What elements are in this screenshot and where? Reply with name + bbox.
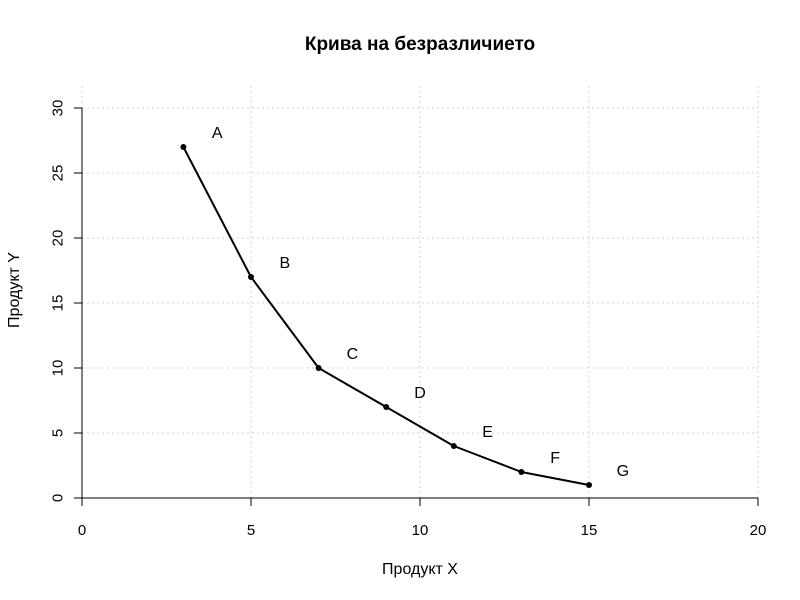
data-point-e	[450, 443, 457, 449]
y-tick-label: 15	[50, 295, 67, 312]
data-point-d	[383, 404, 390, 410]
y-tick-label: 10	[50, 360, 67, 377]
y-tick-label: 5	[50, 429, 67, 437]
x-tick-label: 10	[412, 522, 429, 539]
x-tick-label: 0	[78, 522, 86, 539]
data-point-g	[586, 482, 592, 488]
point-label-c: C	[347, 346, 359, 363]
x-tick-label: 5	[247, 522, 255, 539]
point-label-a: A	[212, 125, 223, 142]
x-tick-label: 15	[581, 522, 598, 539]
x-tick-label: 20	[750, 522, 767, 539]
y-tick-label: 20	[50, 230, 67, 247]
point-label-d: D	[414, 385, 426, 402]
y-tick-label: 25	[50, 165, 67, 182]
data-point-f	[518, 469, 525, 475]
point-label-b: B	[279, 255, 290, 272]
x-axis-label: Продукт X	[382, 561, 458, 578]
data-point-a	[180, 144, 187, 150]
data-point-b	[248, 274, 254, 280]
data-series	[180, 144, 592, 488]
y-tick-label: 0	[50, 494, 67, 502]
data-point-c	[315, 365, 322, 371]
point-label-g: G	[617, 463, 629, 480]
y-axis-label: Продукт Y	[6, 252, 23, 328]
y-tick-label: 30	[50, 100, 67, 117]
axes: 0 5 10 15 20 0 5 10 15 20 25 30	[50, 100, 767, 539]
chart-title: Крива на безразличието	[305, 34, 535, 55]
point-labels: A B C D E F G	[212, 125, 629, 480]
indifference-curve-line	[182, 146, 590, 486]
point-label-e: E	[482, 424, 493, 441]
point-label-f: F	[550, 450, 560, 467]
